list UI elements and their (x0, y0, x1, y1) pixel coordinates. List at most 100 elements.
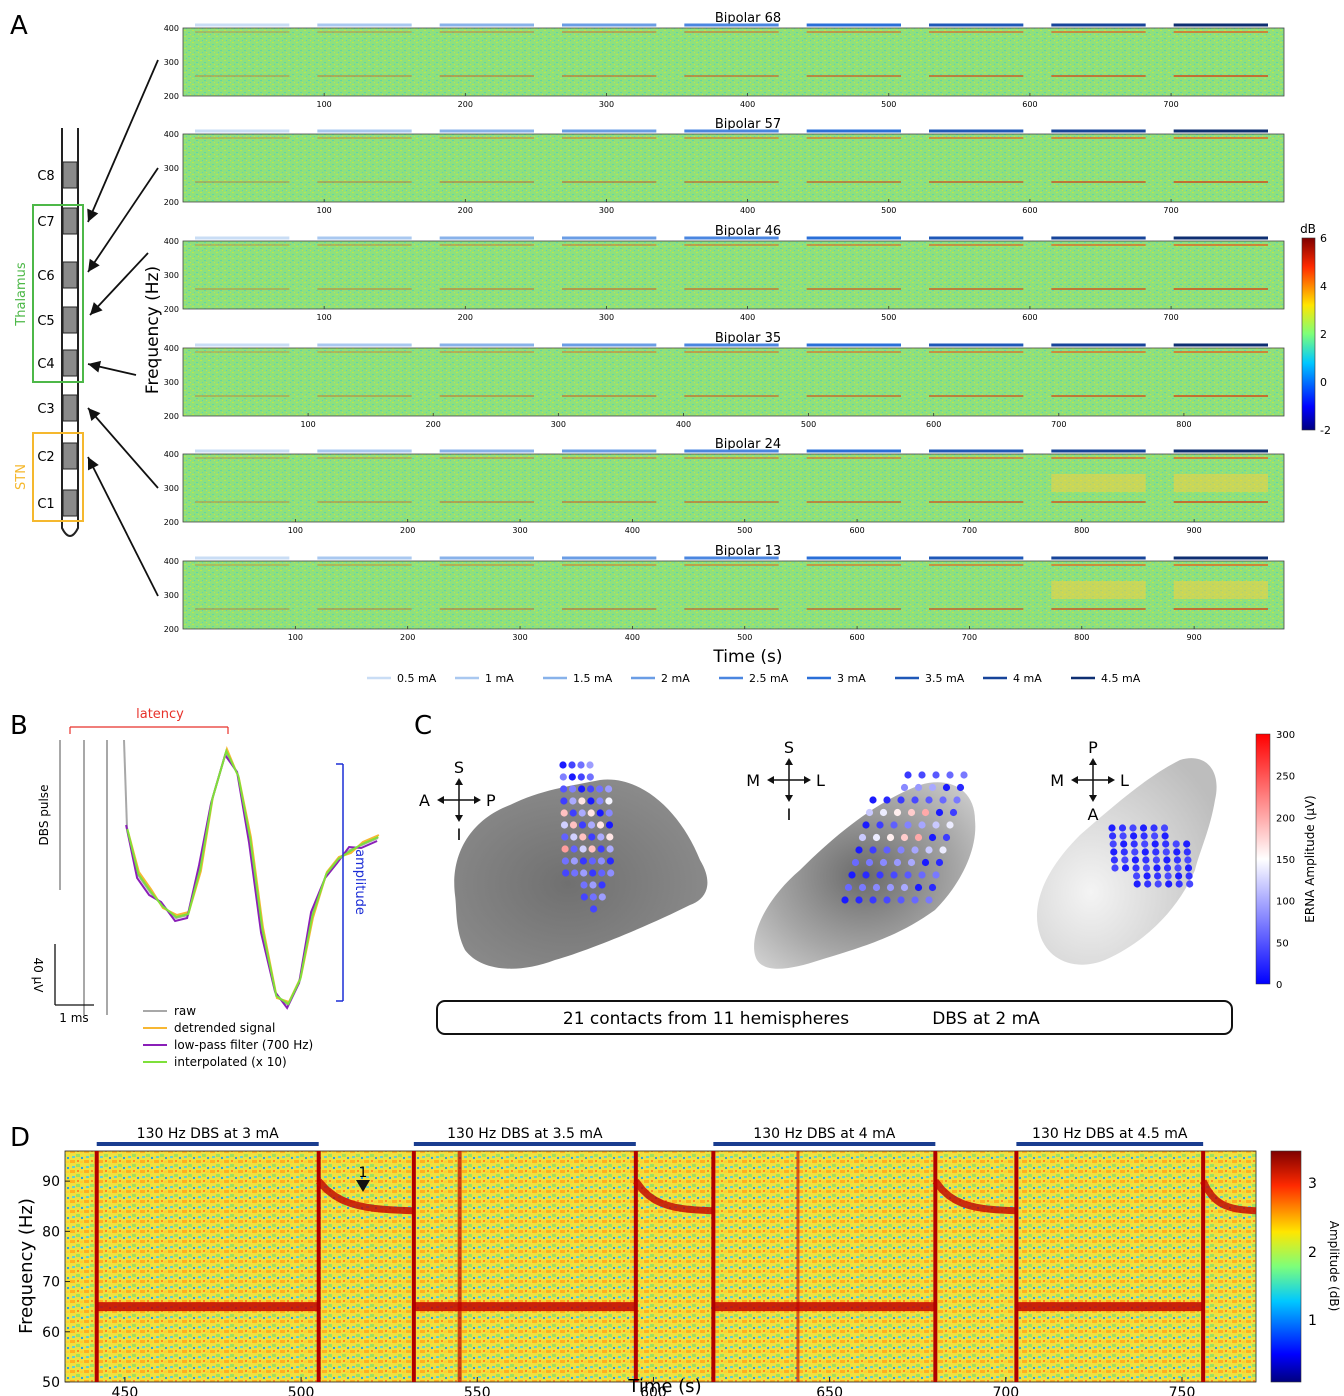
erna-waveform-panel: latency DBS pulse amplitude 40 μV 1 ms r… (31, 707, 379, 1069)
contact-dot (597, 833, 604, 840)
ftg-ylabel: Frequency (Hz) (16, 1198, 37, 1334)
contact-c4 (63, 350, 77, 376)
contact-dot (586, 761, 593, 768)
contact-dot (1165, 880, 1172, 887)
contact-dot (901, 884, 908, 891)
svg-text:300: 300 (512, 633, 527, 642)
contact-dot (1154, 872, 1161, 879)
contact-dot (1143, 864, 1150, 871)
colorbar-tick: 250 (1276, 772, 1295, 783)
contact-dot (587, 797, 594, 804)
svg-text:500: 500 (737, 633, 752, 642)
spectrogram-row: Bipolar 46200300400100 200 300 400 500 600 700 (164, 224, 1284, 322)
contact-dot (598, 869, 605, 876)
contact-dot (929, 784, 936, 791)
contact-dot (570, 809, 577, 816)
legend-entry: 1.5 mA (573, 672, 613, 685)
svg-text:400: 400 (740, 100, 755, 109)
dbs-block-label: 130 Hz DBS at 4.5 mA (1032, 1126, 1188, 1142)
contact-dot (957, 784, 964, 791)
colorbar-tick: 6 (1320, 232, 1327, 245)
contact-dot (596, 797, 603, 804)
svg-text:400: 400 (164, 450, 179, 459)
contact-dot (953, 796, 960, 803)
contact-dot (1165, 872, 1172, 879)
contact-c5 (63, 307, 77, 333)
svg-text:400: 400 (164, 344, 179, 353)
dbs-block-label: 130 Hz DBS at 3.5 mA (447, 1126, 603, 1142)
contact-dot (890, 821, 897, 828)
ftg-xlabel: Time (s) (627, 1376, 701, 1396)
contact-label: C8 (37, 169, 54, 184)
svg-text:200: 200 (164, 92, 179, 101)
contact-dot (1173, 848, 1180, 855)
contact-dot (897, 796, 904, 803)
contact-dot (1150, 824, 1157, 831)
ftg-ytick: 60 (42, 1325, 60, 1341)
contact-dot (587, 773, 594, 780)
colorbar-tick: 150 (1276, 855, 1295, 866)
ftg-ytick: 70 (42, 1275, 60, 1291)
svg-text:100: 100 (288, 633, 303, 642)
erna-colorbar-label: ERNA Amplitude (μV) (1303, 795, 1317, 922)
contact-dot (915, 784, 922, 791)
svg-text:L: L (1120, 771, 1129, 790)
svg-text:900: 900 (1186, 526, 1201, 535)
svg-text:700: 700 (962, 526, 977, 535)
waveform-legend-entry: detrended signal (174, 1021, 275, 1035)
svg-text:200: 200 (458, 100, 473, 109)
svg-text:300: 300 (164, 378, 179, 387)
contact-dot (607, 857, 614, 864)
contact-c6 (63, 262, 77, 288)
contact-dot (890, 871, 897, 878)
contact-dot (588, 821, 595, 828)
spec-colorbar-title: dB (1300, 222, 1316, 236)
contact-dot (943, 834, 950, 841)
svg-text:100: 100 (317, 100, 332, 109)
contact-dot (1164, 864, 1171, 871)
spec-colorbar: dB 6420-2 (1300, 222, 1331, 437)
contact-dot (1141, 832, 1148, 839)
contact-dot (1152, 848, 1159, 855)
contact-dot (562, 869, 569, 876)
contact-dot (581, 893, 588, 900)
svg-text:200: 200 (164, 518, 179, 527)
contact-dot (960, 771, 967, 778)
ftg-ytick: 50 (42, 1375, 60, 1391)
electrode-lead: C8C7C6C5C4C3C2C1 Thalamus STN (14, 128, 83, 536)
contact-dot (577, 761, 584, 768)
legend-entry: 4 mA (1013, 672, 1042, 685)
contact-dot (911, 796, 918, 803)
contact-dot (1185, 864, 1192, 871)
contact-dot (1162, 840, 1169, 847)
contact-dot (887, 834, 894, 841)
contact-dot (1108, 824, 1115, 831)
contact-dot (897, 846, 904, 853)
svg-text:400: 400 (164, 557, 179, 566)
contact-label: C5 (37, 314, 54, 329)
svg-text:300: 300 (164, 58, 179, 67)
colorbar-tick: 100 (1276, 897, 1295, 908)
ftg-ytick: 80 (42, 1224, 60, 1240)
svg-text:600: 600 (1022, 100, 1037, 109)
contact-dot (894, 859, 901, 866)
contact-dot (855, 846, 862, 853)
contact-dot (1151, 832, 1158, 839)
contact-dot (1186, 880, 1193, 887)
contact-dot (579, 833, 586, 840)
svg-text:600: 600 (849, 526, 864, 535)
svg-text:500: 500 (737, 526, 752, 535)
legend-entry: 1 mA (485, 672, 514, 685)
contact-dot (859, 834, 866, 841)
contact-dot (950, 809, 957, 816)
contact-dot (943, 784, 950, 791)
contact-dot (925, 846, 932, 853)
panel-b-letter: B (10, 711, 28, 741)
contact-dot (1134, 880, 1141, 887)
contact-dot (918, 871, 925, 878)
legend-entry: 3.5 mA (925, 672, 965, 685)
svg-text:200: 200 (164, 412, 179, 421)
contact-dot (1186, 872, 1193, 879)
svg-text:200: 200 (458, 206, 473, 215)
